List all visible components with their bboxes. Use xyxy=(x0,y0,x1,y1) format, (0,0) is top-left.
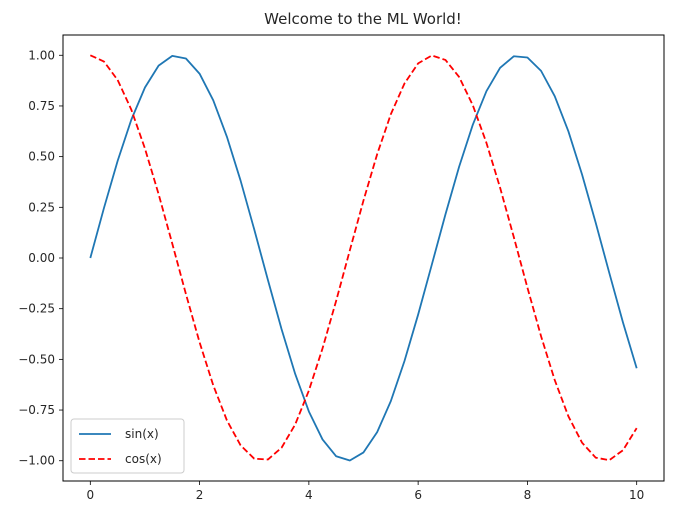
y-axis: 1.00 0.75 0.50 0.25 0.00 −0.25 −0.50 −0.75 −1.00 xyxy=(18,48,63,468)
y-tick-label: 0.75 xyxy=(28,99,55,113)
legend: sin(x) cos(x) xyxy=(70,418,185,474)
plot-lines xyxy=(89,54,638,462)
y-tick-label: −0.50 xyxy=(18,352,55,366)
legend-label-sin: sin(x) xyxy=(125,427,159,441)
series-line-sinx xyxy=(89,54,638,462)
y-tick-label: −0.75 xyxy=(18,403,55,417)
y-tick-label: −0.25 xyxy=(18,302,55,316)
plot-frame xyxy=(62,34,665,482)
x-tick-label: 0 xyxy=(86,488,94,502)
x-tick-label: 4 xyxy=(305,488,313,502)
x-axis: 0 2 4 6 8 10 xyxy=(86,481,644,502)
y-tick-label: 1.00 xyxy=(28,48,55,62)
y-tick-label: −1.00 xyxy=(18,454,55,468)
x-tick-label: 10 xyxy=(629,488,644,502)
series-line-cosx xyxy=(89,54,638,462)
legend-label-cos: cos(x) xyxy=(125,452,162,466)
y-tick-label: 0.00 xyxy=(28,251,55,265)
x-tick-label: 8 xyxy=(524,488,532,502)
x-tick-label: 2 xyxy=(196,488,204,502)
y-tick-label: 0.50 xyxy=(28,150,55,164)
x-tick-label: 6 xyxy=(414,488,422,502)
chart-title: Welcome to the ML World! xyxy=(264,10,462,28)
y-tick-label: 0.25 xyxy=(28,200,55,214)
